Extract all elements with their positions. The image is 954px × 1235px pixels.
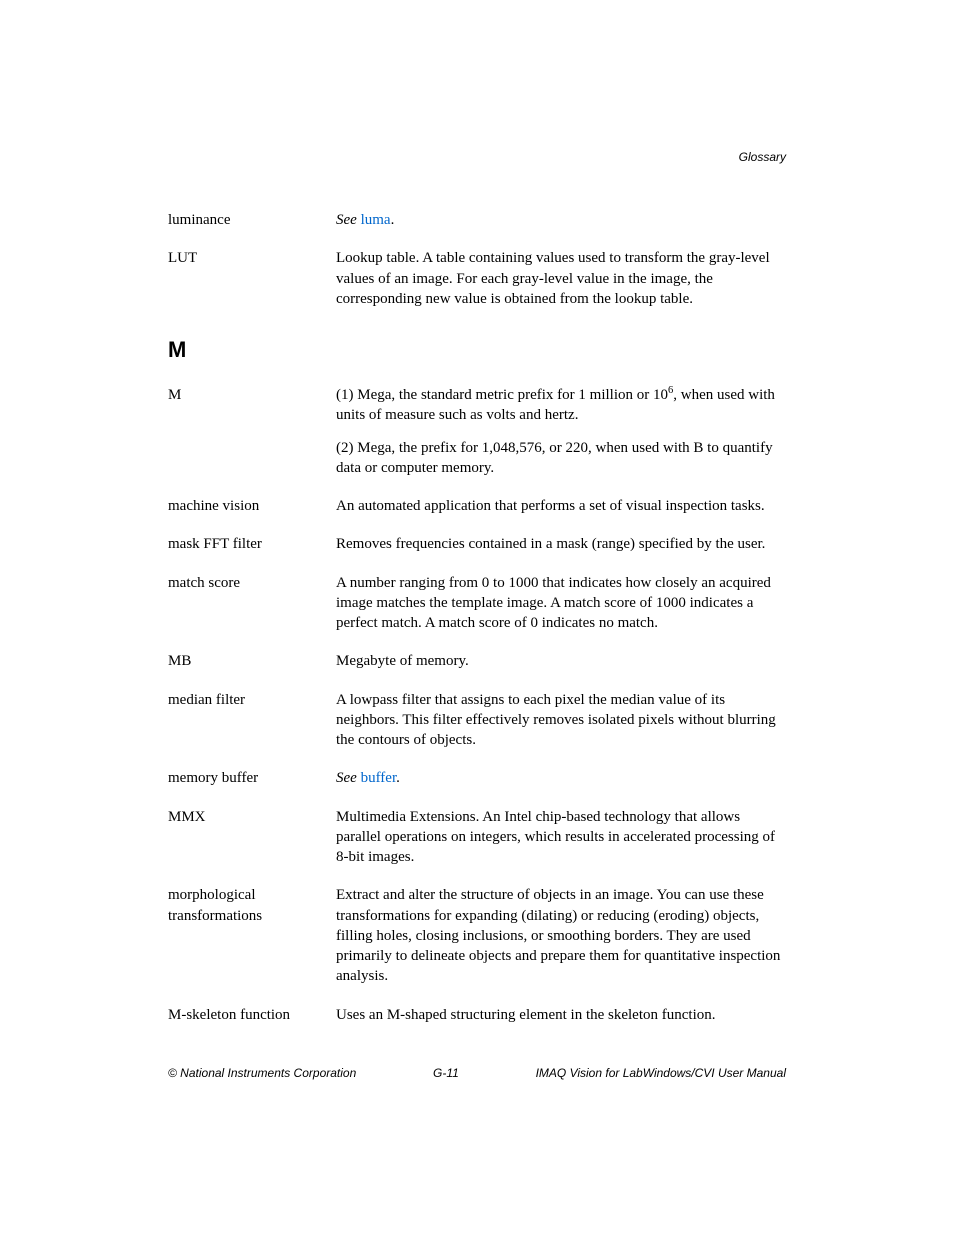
page-footer: © National Instruments Corporation G-11 … <box>168 1066 786 1080</box>
glossary-entry: median filter A lowpass filter that assi… <box>168 690 786 751</box>
glossary-entry: machine vision An automated application … <box>168 496 786 516</box>
term-lut: LUT <box>168 248 336 268</box>
glossary-entry: M-skeleton function Uses an M-shaped str… <box>168 1005 786 1025</box>
term-mask-fft: mask FFT filter <box>168 534 336 554</box>
term-m: M <box>168 385 336 405</box>
definition-para: (1) Mega, the standard metric prefix for… <box>336 385 786 426</box>
see-prefix: See <box>336 770 361 786</box>
term-m-skeleton: M-skeleton function <box>168 1005 336 1025</box>
footer-manual-title: IMAQ Vision for LabWindows/CVI User Manu… <box>536 1066 786 1080</box>
term-mb: MB <box>168 651 336 671</box>
glossary-entry: LUT Lookup table. A table containing val… <box>168 248 786 309</box>
definition: Extract and alter the structure of objec… <box>336 885 786 986</box>
header-section-label: Glossary <box>739 150 786 164</box>
glossary-entry: memory buffer See buffer. <box>168 768 786 788</box>
glossary-content: luminance See luma. LUT Lookup table. A … <box>168 210 786 1025</box>
section-letter-m: M <box>168 337 786 363</box>
definition: (1) Mega, the standard metric prefix for… <box>336 385 786 478</box>
term-memory-buffer: memory buffer <box>168 768 336 788</box>
glossary-entry: luminance See luma. <box>168 210 786 230</box>
glossary-entry: MMX Multimedia Extensions. An Intel chip… <box>168 807 786 868</box>
term-mmx: MMX <box>168 807 336 827</box>
term-luminance: luminance <box>168 210 336 230</box>
term-machine-vision: machine vision <box>168 496 336 516</box>
glossary-entry: morphological transformations Extract an… <box>168 885 786 986</box>
glossary-entry: MB Megabyte of memory. <box>168 651 786 671</box>
link-buffer[interactable]: buffer <box>361 770 397 786</box>
see-prefix: See <box>336 212 361 228</box>
definition: Multimedia Extensions. An Intel chip-bas… <box>336 807 786 868</box>
definition: An automated application that performs a… <box>336 496 786 516</box>
def-text: (1) Mega, the standard metric prefix for… <box>336 387 668 403</box>
footer-page-number: G-11 <box>433 1066 459 1080</box>
glossary-entry: match score A number ranging from 0 to 1… <box>168 573 786 634</box>
definition: A number ranging from 0 to 1000 that ind… <box>336 573 786 634</box>
link-luma[interactable]: luma <box>361 212 391 228</box>
definition: See buffer. <box>336 768 786 788</box>
definition: Removes frequencies contained in a mask … <box>336 534 786 554</box>
definition-para: (2) Mega, the prefix for 1,048,576, or 2… <box>336 438 786 479</box>
definition: Lookup table. A table containing values … <box>336 248 786 309</box>
suffix: . <box>391 212 395 228</box>
glossary-entry: M (1) Mega, the standard metric prefix f… <box>168 385 786 478</box>
definition: A lowpass filter that assigns to each pi… <box>336 690 786 751</box>
page: Glossary luminance See luma. LUT Lookup … <box>0 0 954 1235</box>
definition: Megabyte of memory. <box>336 651 786 671</box>
definition: See luma. <box>336 210 786 230</box>
term-morphological: morphological transformations <box>168 885 336 926</box>
term-median-filter: median filter <box>168 690 336 710</box>
term-match-score: match score <box>168 573 336 593</box>
footer-copyright: © National Instruments Corporation <box>168 1066 356 1080</box>
suffix: . <box>396 770 400 786</box>
definition: Uses an M-shaped structuring element in … <box>336 1005 786 1025</box>
glossary-entry: mask FFT filter Removes frequencies cont… <box>168 534 786 554</box>
